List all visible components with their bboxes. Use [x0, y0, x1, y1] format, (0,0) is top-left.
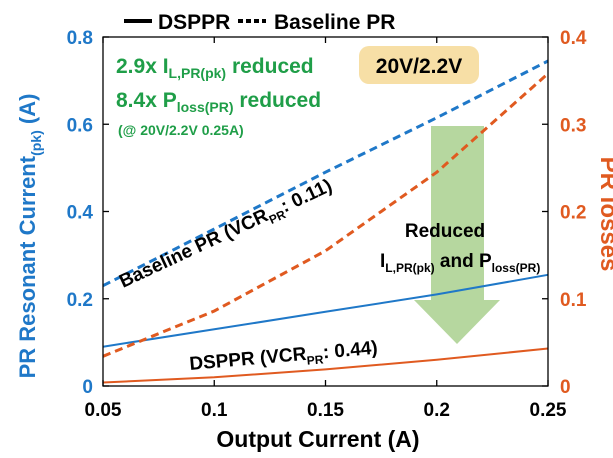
y-axis-right-title: PR losses: [595, 157, 613, 272]
y-right-tick-label: 0.2: [560, 203, 586, 224]
improve-2-pre: 8.4x P: [116, 89, 177, 112]
y-axis-left-title-main: PR Resonant Current: [15, 155, 40, 378]
improve-2-post: reduced: [234, 89, 322, 112]
series-layer: [102, 59, 549, 384]
improvement-notes: 2.9x IL,PR(pk) reduced 8.4x Ploss(PR) re…: [116, 55, 321, 138]
legend: DSPPR Baseline PR: [124, 11, 395, 34]
y-right-tick-label: 0.1: [560, 290, 587, 311]
x-axis-title: Output Current (A): [216, 426, 419, 452]
reduced-p-sub: loss(PR): [492, 261, 541, 275]
baseline-label-sub: PR: [267, 207, 288, 227]
y-left-tick-label: 0.2: [67, 290, 93, 311]
dsppr-label-pre: DSPPR (VCR: [189, 344, 308, 375]
y-left-tick-label: 0: [82, 377, 93, 398]
series-line-dsppr-left: [102, 273, 549, 348]
improvement-condition: (@ 20V/2.2V 0.25A): [118, 122, 244, 138]
reduction-arrow-shape: [414, 126, 500, 344]
y-axis-right: 0 0.1 0.2 0.3 0.4: [542, 28, 587, 398]
x-tick-label: 0.2: [424, 400, 450, 421]
baseline-series-label: Baseline PR (VCRPR: 0.11): [116, 175, 336, 295]
reduced-l-pre: I: [380, 251, 385, 272]
improve-1-sub: L,PR(pk): [169, 65, 227, 81]
dsppr-label-sub: PR: [306, 352, 324, 367]
condition-badge: [359, 46, 479, 84]
improvement-peak-current: 2.9x IL,PR(pk) reduced: [116, 55, 314, 81]
improvement-losses: 8.4x Ploss(PR) reduced: [116, 89, 321, 115]
series-line-baseline-pr-left: [102, 59, 549, 288]
y-left-tick-label: 0.6: [67, 115, 93, 136]
x-tick-label: 0.05: [85, 400, 122, 421]
series-line-baseline-pr-right: [102, 72, 549, 358]
y-axis-left: 0 0.2 0.4 0.6 0.8: [67, 28, 109, 398]
dsppr-label-post: : 0.44): [322, 338, 379, 364]
y-axis-left-title: PR Resonant Current(pk) (A): [15, 94, 44, 379]
x-tick-label: 0.15: [307, 400, 344, 421]
reduced-and: and P: [435, 251, 492, 272]
reduction-arrow: [414, 126, 500, 344]
baseline-label-pre: Baseline PR (VCR: [116, 205, 272, 292]
y-left-tick-label: 0.4: [67, 203, 94, 224]
legend-label-dsppr: DSPPR: [158, 11, 230, 34]
y-left-tick-label: 0.8: [67, 28, 93, 49]
series-line-dsppr-right: [102, 347, 549, 384]
reduced-detail: IL,PR(pk) and Ploss(PR): [380, 251, 540, 275]
x-tick-label: 0.25: [530, 400, 567, 421]
x-tick-label: 0.1: [201, 400, 228, 421]
condition-badge-label: 20V/2.2V: [376, 55, 462, 78]
reduced-title: Reduced: [405, 221, 485, 242]
x-axis: 0.05 0.1 0.15 0.2 0.25: [85, 37, 567, 421]
y-axis-left-title-sub: (pk): [28, 130, 44, 156]
y-axis-left-title-tail: (A): [15, 94, 40, 131]
improve-1-pre: 2.9x I: [116, 55, 169, 78]
legend-label-baseline: Baseline PR: [274, 11, 395, 34]
improve-2-sub: loss(PR): [177, 99, 234, 115]
y-right-tick-label: 0.3: [560, 115, 586, 136]
y-right-tick-label: 0.4: [560, 28, 587, 49]
reduced-l-sub: L,PR(pk): [385, 261, 434, 275]
improve-1-post: reduced: [226, 55, 314, 78]
y-right-tick-label: 0: [560, 377, 571, 398]
